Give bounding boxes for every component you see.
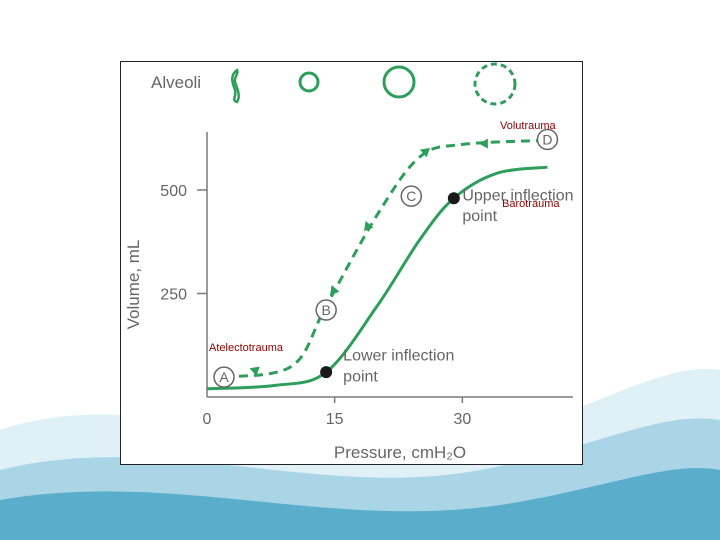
direction-arrow bbox=[364, 220, 374, 232]
atelectotrauma-label: Atelectotrauma bbox=[209, 342, 283, 354]
deflation-curve-solid bbox=[206, 165, 548, 391]
annotation-text: Lower inflection bbox=[343, 348, 454, 365]
annotation-text: Upper inflection bbox=[462, 187, 573, 204]
point-b-label: B bbox=[321, 302, 330, 318]
direction-arrow bbox=[329, 285, 340, 296]
direction-arrow bbox=[249, 366, 260, 377]
point-a-circle bbox=[213, 366, 235, 388]
inflection-point-dot bbox=[320, 366, 333, 379]
direction-arrow bbox=[478, 138, 488, 149]
inflection-point-dot bbox=[447, 192, 460, 205]
alveoli-label: Alveoli bbox=[151, 73, 201, 92]
chart-figure: Alveoli 250 500 0 15 30 Pressure, cmH₂O Volume… bbox=[120, 61, 583, 465]
wave-dark bbox=[0, 468, 720, 540]
x-tick-label: 0 bbox=[203, 411, 212, 428]
x-tick-label: 30 bbox=[453, 411, 471, 428]
point-d-label: D bbox=[542, 131, 552, 147]
x-axis-label: Pressure, cmH₂O bbox=[334, 443, 466, 462]
annotation-text: point bbox=[462, 208, 497, 225]
point-d-circle bbox=[536, 128, 559, 151]
annotation-text: point bbox=[343, 368, 378, 385]
series-layer bbox=[206, 138, 548, 391]
overdistended-alveolus-icon bbox=[473, 62, 517, 106]
point-c-label: C bbox=[406, 188, 416, 204]
x-tick-label: 15 bbox=[326, 411, 344, 428]
inflation-curve-dashed bbox=[223, 138, 548, 379]
axes: 250 500 0 15 30 Pressure, cmH₂O Volume, mL bbox=[124, 132, 573, 462]
point-c-circle bbox=[400, 185, 423, 207]
collapsed-alveolus-icon bbox=[231, 68, 240, 104]
direction-arrow bbox=[419, 148, 431, 158]
normal-alveolus-icon bbox=[382, 65, 416, 99]
point-a-label: A bbox=[219, 369, 229, 385]
annotation-layer: Lower inflection point Upper inflection poi… bbox=[343, 187, 573, 385]
y-axis-label: Volume, mL bbox=[124, 240, 143, 330]
point-b-circle bbox=[315, 299, 337, 321]
pressure-volume-chart: Alveoli 250 500 0 15 30 Pressure, cmH₂O Volume… bbox=[124, 62, 574, 462]
barotrauma-label: Barotrauma bbox=[502, 198, 560, 210]
points-layer: A B C D bbox=[213, 128, 559, 388]
small-alveolus-icon bbox=[298, 71, 320, 93]
alveoli-header: Alveoli bbox=[151, 62, 517, 106]
y-tick-label: 250 bbox=[160, 286, 187, 303]
volutrauma-label: Volutrauma bbox=[500, 120, 556, 132]
y-tick-label: 500 bbox=[160, 183, 187, 200]
